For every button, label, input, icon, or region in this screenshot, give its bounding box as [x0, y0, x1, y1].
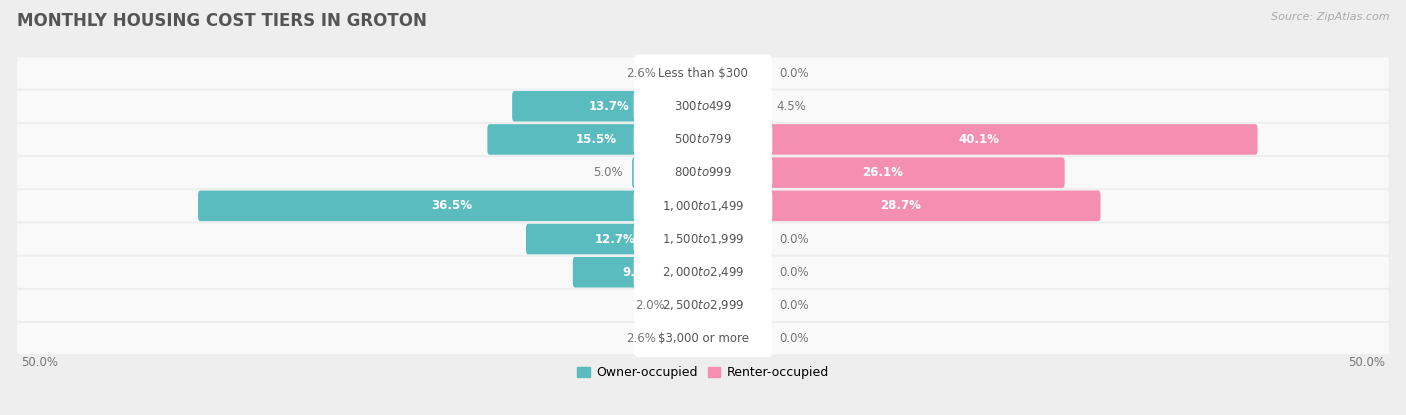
Text: 0.0%: 0.0% — [779, 332, 808, 345]
Text: 40.1%: 40.1% — [959, 133, 1000, 146]
FancyBboxPatch shape — [17, 90, 1389, 122]
FancyBboxPatch shape — [17, 223, 1389, 255]
FancyBboxPatch shape — [634, 88, 772, 125]
FancyBboxPatch shape — [17, 157, 1389, 188]
FancyBboxPatch shape — [634, 121, 772, 158]
FancyBboxPatch shape — [702, 124, 1257, 155]
Text: $2,500 to $2,999: $2,500 to $2,999 — [662, 298, 744, 312]
Text: MONTHLY HOUSING COST TIERS IN GROTON: MONTHLY HOUSING COST TIERS IN GROTON — [17, 12, 427, 30]
FancyBboxPatch shape — [512, 91, 704, 122]
FancyBboxPatch shape — [702, 190, 1101, 221]
FancyBboxPatch shape — [634, 320, 772, 357]
Text: 9.3%: 9.3% — [623, 266, 655, 279]
Text: $1,500 to $1,999: $1,500 to $1,999 — [662, 232, 744, 246]
FancyBboxPatch shape — [634, 220, 772, 258]
Text: $1,000 to $1,499: $1,000 to $1,499 — [662, 199, 744, 213]
FancyBboxPatch shape — [702, 91, 768, 122]
FancyBboxPatch shape — [17, 323, 1389, 354]
FancyBboxPatch shape — [634, 254, 772, 291]
Text: 0.0%: 0.0% — [779, 232, 808, 246]
FancyBboxPatch shape — [633, 157, 704, 188]
Text: Source: ZipAtlas.com: Source: ZipAtlas.com — [1271, 12, 1389, 22]
Text: 0.0%: 0.0% — [779, 299, 808, 312]
Text: 2.6%: 2.6% — [626, 332, 657, 345]
FancyBboxPatch shape — [665, 323, 704, 354]
FancyBboxPatch shape — [17, 190, 1389, 222]
FancyBboxPatch shape — [702, 157, 1064, 188]
Text: 0.0%: 0.0% — [779, 266, 808, 279]
FancyBboxPatch shape — [634, 287, 772, 324]
FancyBboxPatch shape — [488, 124, 704, 155]
Text: $300 to $499: $300 to $499 — [673, 100, 733, 113]
Text: $500 to $799: $500 to $799 — [673, 133, 733, 146]
Text: 2.6%: 2.6% — [626, 66, 657, 80]
FancyBboxPatch shape — [634, 54, 772, 92]
Text: 2.0%: 2.0% — [634, 299, 665, 312]
Text: 13.7%: 13.7% — [588, 100, 628, 113]
Legend: Owner-occupied, Renter-occupied: Owner-occupied, Renter-occupied — [572, 361, 834, 384]
Text: 50.0%: 50.0% — [1348, 356, 1385, 369]
FancyBboxPatch shape — [17, 290, 1389, 321]
FancyBboxPatch shape — [673, 290, 704, 321]
Text: 4.5%: 4.5% — [776, 100, 806, 113]
Text: $2,000 to $2,499: $2,000 to $2,499 — [662, 265, 744, 279]
FancyBboxPatch shape — [634, 154, 772, 191]
Text: Less than $300: Less than $300 — [658, 66, 748, 80]
FancyBboxPatch shape — [198, 190, 704, 221]
FancyBboxPatch shape — [17, 256, 1389, 288]
FancyBboxPatch shape — [526, 224, 704, 254]
Text: $800 to $999: $800 to $999 — [673, 166, 733, 179]
Text: 12.7%: 12.7% — [595, 232, 636, 246]
FancyBboxPatch shape — [17, 57, 1389, 89]
FancyBboxPatch shape — [572, 257, 704, 288]
Text: 5.0%: 5.0% — [593, 166, 623, 179]
FancyBboxPatch shape — [17, 124, 1389, 155]
FancyBboxPatch shape — [634, 187, 772, 225]
Text: 36.5%: 36.5% — [432, 199, 472, 212]
Text: 26.1%: 26.1% — [862, 166, 903, 179]
Text: 0.0%: 0.0% — [779, 66, 808, 80]
Text: 15.5%: 15.5% — [575, 133, 617, 146]
Text: 28.7%: 28.7% — [880, 199, 921, 212]
Text: $3,000 or more: $3,000 or more — [658, 332, 748, 345]
Text: 50.0%: 50.0% — [21, 356, 58, 369]
FancyBboxPatch shape — [665, 58, 704, 88]
